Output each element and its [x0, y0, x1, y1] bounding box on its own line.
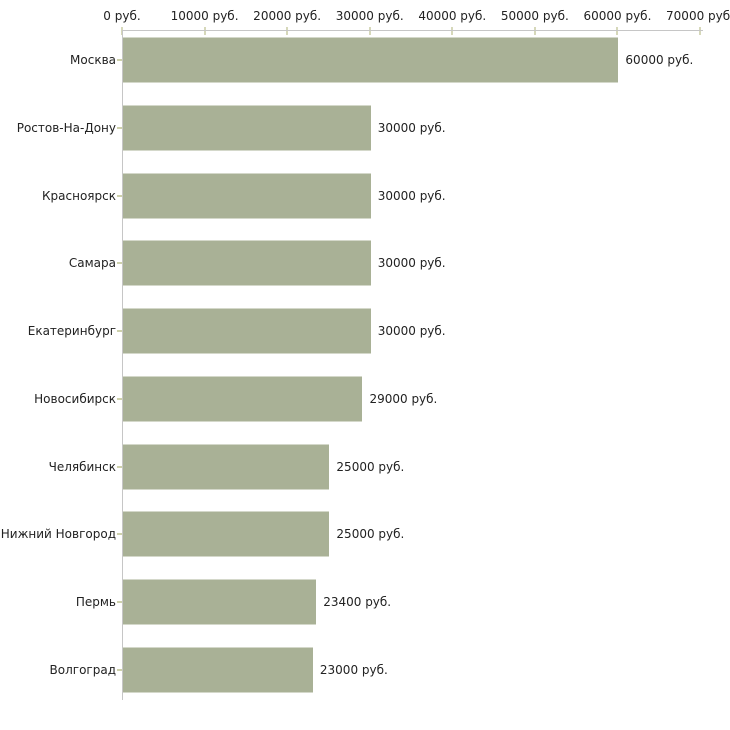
value-label: 25000 руб. — [336, 527, 405, 542]
category-label: Москва — [70, 53, 116, 67]
value-label: 60000 руб. — [625, 53, 694, 67]
x-axis-tick-label: 30000 руб. — [335, 9, 404, 23]
x-axis-tick-mark — [699, 27, 701, 35]
x-axis-tick-label: 60000 руб. — [583, 9, 652, 23]
category-label: Нижний Новгород — [0, 527, 116, 542]
category-tick-mark — [117, 194, 122, 197]
bar-9 — [123, 647, 313, 693]
category-label: Новосибирск — [34, 391, 116, 406]
bar-7 — [123, 511, 330, 557]
x-axis-tick-label: 40000 руб. — [418, 9, 487, 23]
category-label: Волгоград — [49, 663, 116, 678]
category-label: Екатеринбург — [27, 324, 116, 339]
x-axis-tick-label: 50000 руб. — [500, 9, 569, 23]
value-label: 30000 руб. — [377, 120, 446, 135]
bar-1 — [123, 105, 371, 151]
value-label: 30000 руб. — [377, 324, 446, 339]
category-tick-mark — [117, 59, 122, 61]
category-tick-mark — [117, 262, 122, 265]
x-axis-tick-label: 10000 руб. — [170, 9, 239, 23]
category-label: Ростов-На-Дону — [16, 120, 116, 135]
value-label: 23400 руб. — [323, 595, 392, 610]
bar-6 — [123, 444, 330, 490]
category-label: Пермь — [75, 595, 116, 610]
x-axis-tick-mark — [533, 27, 536, 35]
category-label: Самара — [68, 256, 116, 271]
category-tick-mark — [117, 601, 122, 604]
category-tick-mark — [117, 669, 122, 672]
x-axis-line — [122, 30, 703, 31]
bar-0 — [123, 37, 619, 83]
value-label: 29000 руб. — [369, 391, 438, 406]
value-label: 30000 руб. — [377, 188, 446, 203]
x-axis-tick-mark — [368, 27, 371, 35]
x-axis-tick-mark — [203, 27, 206, 35]
category-tick-mark — [117, 330, 122, 333]
value-label: 23000 руб. — [319, 663, 388, 678]
category-tick-mark — [117, 397, 122, 400]
x-axis-tick-mark — [286, 27, 289, 35]
x-axis-tick-mark — [451, 27, 454, 35]
value-label: 25000 руб. — [336, 459, 405, 474]
category-tick-mark — [117, 126, 122, 129]
bar-3 — [123, 240, 371, 286]
bar-4 — [123, 308, 371, 354]
bar-5 — [123, 376, 363, 422]
category-tick-mark — [117, 533, 122, 536]
x-axis-tick-label: 0 руб. — [103, 9, 141, 23]
bar-8 — [123, 579, 317, 625]
value-label: 30000 руб. — [377, 256, 446, 271]
x-axis-tick-label: 20000 руб. — [253, 9, 322, 23]
x-axis-tick-mark — [616, 27, 619, 35]
category-tick-mark — [117, 465, 122, 468]
category-label: Красноярск — [42, 188, 116, 203]
bar-2 — [123, 173, 371, 219]
category-label: Челябинск — [48, 459, 116, 474]
x-axis-tick-label: 70000 руб. — [666, 9, 730, 23]
y-axis-line — [122, 30, 123, 700]
